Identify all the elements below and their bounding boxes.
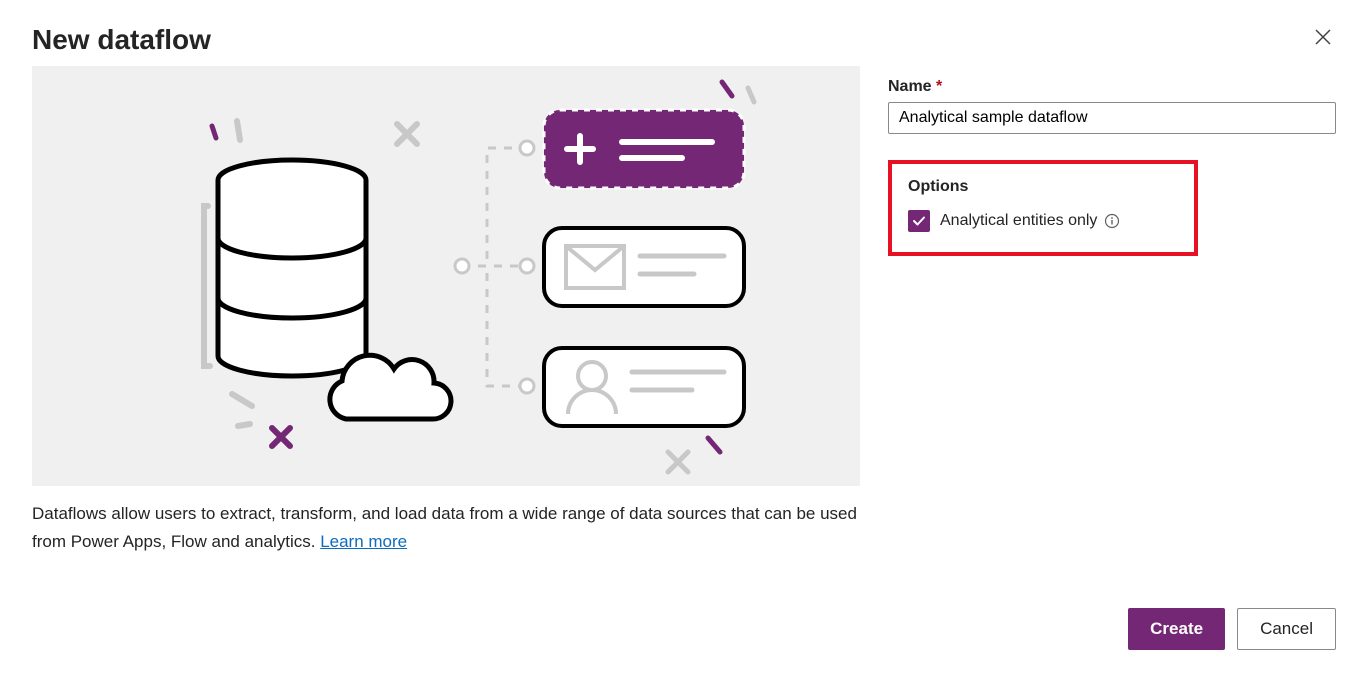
checkmark-icon [912, 214, 926, 228]
analytical-entities-checkbox[interactable] [908, 210, 930, 232]
analytical-entities-label: Analytical entities only [940, 212, 1120, 230]
info-icon[interactable] [1104, 213, 1120, 229]
name-label-text: Name [888, 78, 932, 95]
dialog-title: New dataflow [32, 24, 211, 56]
options-label: Options [908, 178, 1178, 196]
dataflow-illustration [32, 66, 860, 486]
name-input[interactable] [888, 102, 1336, 134]
learn-more-link[interactable]: Learn more [320, 532, 407, 551]
description-body: Dataflows allow users to extract, transf… [32, 504, 857, 551]
options-section: Options Analytical entities only [888, 160, 1198, 256]
left-column: Dataflows allow users to extract, transf… [32, 66, 860, 556]
name-label: Name * [888, 78, 1336, 96]
new-dataflow-dialog: New dataflow [0, 0, 1368, 678]
dialog-footer: Create Cancel [1128, 608, 1336, 650]
required-marker: * [936, 78, 942, 95]
create-button[interactable]: Create [1128, 608, 1225, 650]
close-icon [1314, 28, 1332, 46]
checkbox-label-text: Analytical entities only [940, 212, 1097, 229]
analytical-entities-checkbox-row: Analytical entities only [908, 210, 1178, 232]
dialog-content: Dataflows allow users to extract, transf… [32, 66, 1336, 556]
right-column: Name * Options Analytical entities only [888, 66, 1336, 556]
description-text: Dataflows allow users to extract, transf… [32, 500, 860, 556]
dialog-header: New dataflow [32, 24, 1336, 56]
close-button[interactable] [1310, 24, 1336, 54]
cancel-button[interactable]: Cancel [1237, 608, 1336, 650]
